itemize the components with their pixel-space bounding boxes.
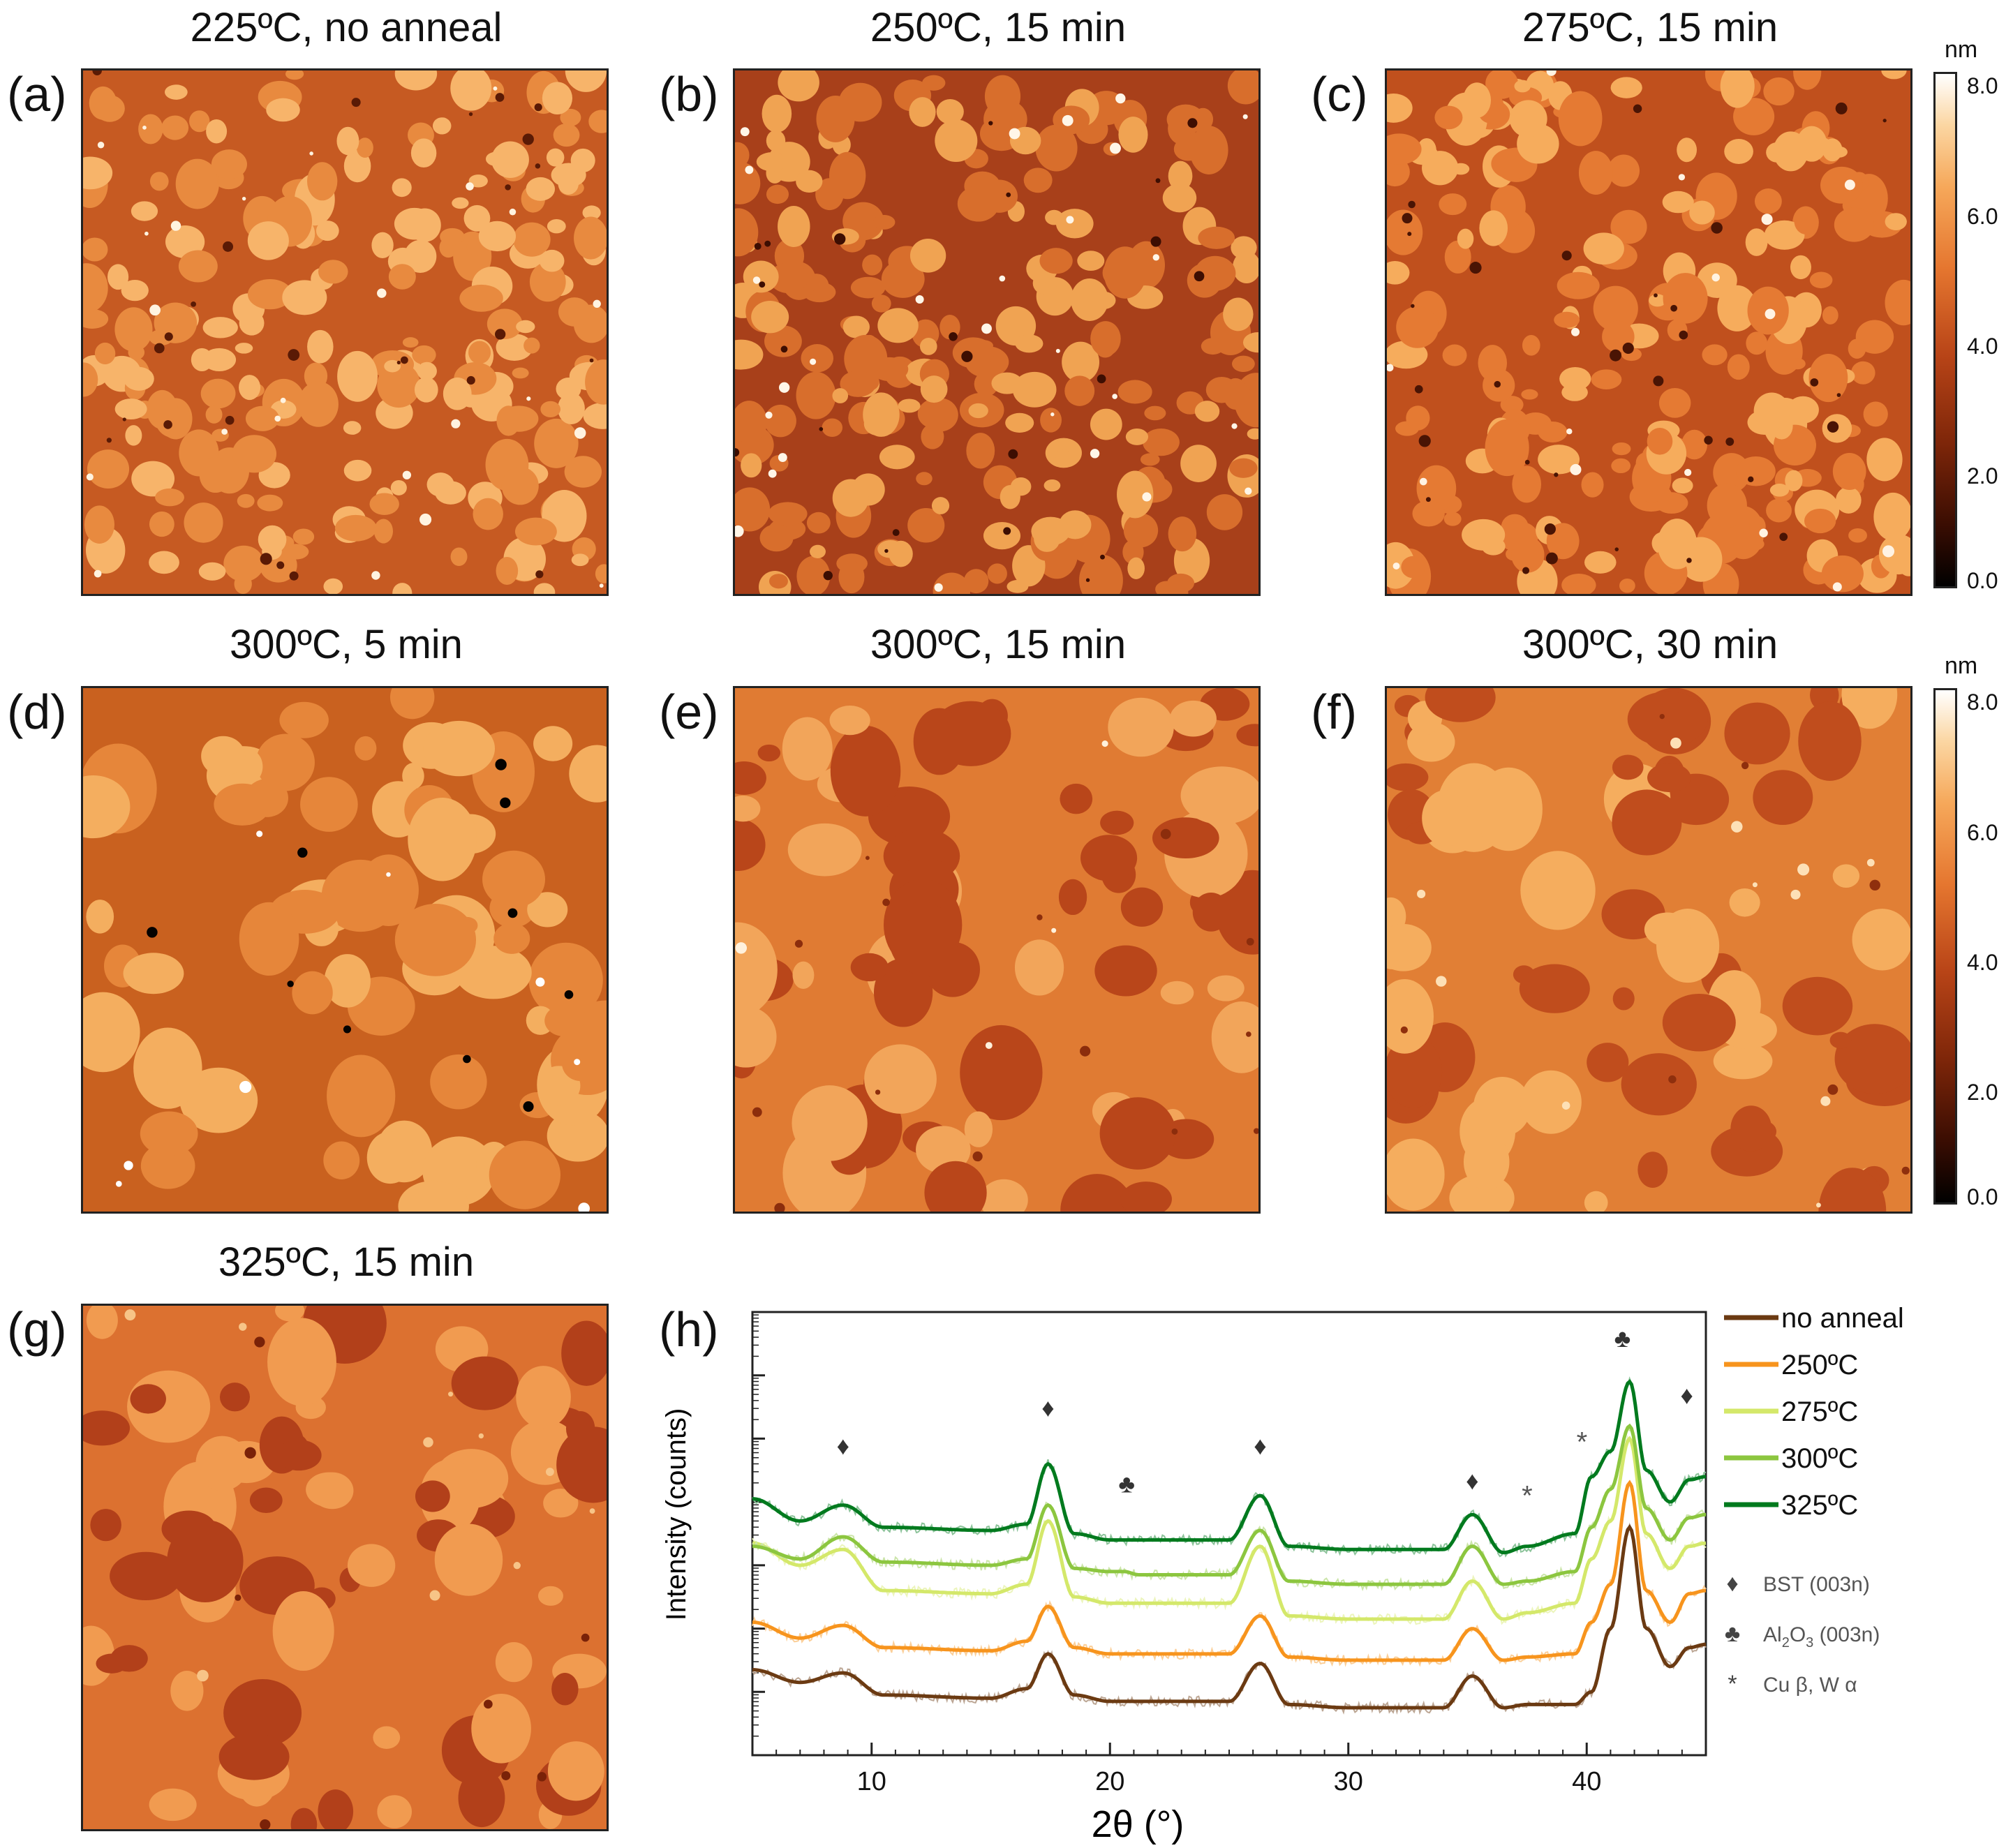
xrd-legend: no anneal 250ºC 275ºC 300ºC 325ºC ♦ BST (003n)… <box>1724 1303 1904 1697</box>
afm-image-b <box>733 68 1261 596</box>
panel-a-title: 225ºC, no anneal <box>190 5 503 50</box>
xrd-legend-marker-label-0: BST (003n) <box>1763 1573 1870 1596</box>
xrd-series-line-2 <box>752 1436 1707 1621</box>
panel-b-title: 250ºC, 15 min <box>870 5 1127 50</box>
colorbar-top-tick-0: 0.0 <box>1967 568 1998 593</box>
xrd-legend-label-1: 250ºC <box>1781 1350 1858 1380</box>
xrd-legend-marker-label-1: Al2O3 (003n) <box>1763 1623 1880 1650</box>
panel-a-letter: (a) <box>7 67 67 121</box>
xrd-series-noise-3 <box>752 1424 1707 1592</box>
colorbar-top-tick-2: 2.0 <box>1967 463 1998 489</box>
xrd-annotation-1: ♦ <box>1041 1394 1054 1422</box>
colorbar-mid-tick-6: 6.0 <box>1967 820 1998 845</box>
panel-e-letter: (e) <box>659 685 719 739</box>
xrd-annotation-8: ♦ <box>1680 1381 1693 1410</box>
xrd-xtick-label-10: 10 <box>857 1767 886 1796</box>
xrd-xlabel: 2θ (°) <box>1092 1803 1184 1845</box>
colorbar-mid-tick-8: 8.0 <box>1967 690 1998 715</box>
colorbar-mid-unit: nm <box>1945 653 1978 679</box>
panel-d-letter: (d) <box>7 685 67 739</box>
xrd-series-line-1 <box>752 1480 1707 1662</box>
xrd-annotation-7: ♣ <box>1614 1324 1631 1353</box>
xrd-series-noise-0 <box>752 1522 1707 1715</box>
colorbar-top <box>1933 72 1957 588</box>
colorbar-mid-tick-4: 4.0 <box>1967 950 1998 975</box>
xrd-legend-marker-label-2: Cu β, W α <box>1763 1674 1857 1697</box>
xrd-legend-label-2: 275ºC <box>1781 1396 1858 1427</box>
afm-image-d <box>81 686 609 1214</box>
xrd-series-noise-1 <box>752 1482 1707 1667</box>
afm-image-c <box>1385 68 1912 596</box>
xrd-legend-marker-symbol-1: ♣ <box>1725 1620 1740 1647</box>
xrd-xtick-label-40: 40 <box>1572 1767 1601 1796</box>
xrd-series-line-3 <box>752 1423 1707 1586</box>
panel-c-title: 275ºC, 15 min <box>1522 5 1778 50</box>
xrd-ylabel: Intensity (counts) <box>661 1408 692 1621</box>
colorbar-top-tick-4: 4.0 <box>1967 334 1998 359</box>
panel-h-letter: (h) <box>659 1302 719 1357</box>
afm-image-a <box>81 68 609 596</box>
xrd-series-group <box>752 1376 1707 1715</box>
panel-d-title: 300ºC, 5 min <box>230 622 463 667</box>
panel-g-letter: (g) <box>7 1302 67 1357</box>
xrd-annotations: ♦ ♦ ♣ ♦ ♦ * * ♣ ♦ <box>837 1324 1693 1512</box>
colorbar-top-unit: nm <box>1945 36 1978 63</box>
xrd-chart: 10 20 30 40 ♦ ♦ ♣ ♦ ♦ * * ♣ ♦ no anneal 250ºC 275ºC 30… <box>661 1303 1904 1845</box>
xrd-annotation-5: * <box>1522 1481 1533 1512</box>
colorbar-mid-tick-0: 0.0 <box>1967 1184 1998 1209</box>
xrd-series-line-4 <box>752 1379 1707 1555</box>
xrd-annotation-0: ♦ <box>837 1431 849 1460</box>
xrd-xtick-label-20: 20 <box>1095 1767 1124 1796</box>
xrd-legend-marker-symbol-0: ♦ <box>1726 1570 1738 1597</box>
xrd-series-noise-4 <box>752 1376 1707 1558</box>
xrd-legend-label-4: 325ºC <box>1781 1490 1858 1521</box>
xrd-legend-label-0: no anneal <box>1781 1303 1904 1334</box>
xrd-legend-marker-symbol-2: * <box>1728 1671 1737 1697</box>
xrd-legend-label-3: 300ºC <box>1781 1443 1858 1474</box>
xrd-series-line-0 <box>752 1523 1707 1710</box>
panel-f-letter: (f) <box>1311 685 1358 739</box>
panel-e-title: 300ºC, 15 min <box>870 622 1127 667</box>
colorbar-mid-tick-2: 2.0 <box>1967 1080 1998 1105</box>
xrd-annotation-6: * <box>1577 1427 1588 1458</box>
panel-b-letter: (b) <box>659 67 719 121</box>
panel-f-title: 300ºC, 30 min <box>1522 622 1778 667</box>
xrd-xtick-label-30: 30 <box>1334 1767 1363 1796</box>
xrd-annotation-3: ♦ <box>1254 1431 1266 1460</box>
afm-image-f <box>1385 686 1912 1214</box>
colorbar-top-tick-6: 6.0 <box>1967 204 1998 229</box>
afm-image-g <box>81 1304 609 1831</box>
panel-c-letter: (c) <box>1311 67 1368 121</box>
xrd-annotation-2: ♣ <box>1118 1470 1135 1498</box>
colorbar-top-tick-8: 8.0 <box>1967 73 1998 98</box>
xrd-axes: 10 20 30 40 <box>751 1311 1707 1796</box>
colorbar-mid <box>1933 688 1957 1205</box>
afm-image-e <box>733 686 1261 1214</box>
xrd-annotation-4: ♦ <box>1466 1466 1478 1495</box>
panel-g-title: 325ºC, 15 min <box>218 1239 475 1285</box>
